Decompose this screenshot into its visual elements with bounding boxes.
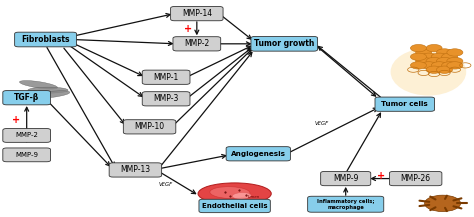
Circle shape (437, 66, 453, 73)
Text: MMP-9: MMP-9 (333, 174, 358, 183)
Text: Fibroblasts: Fibroblasts (21, 35, 70, 44)
Text: TGF-β: TGF-β (14, 93, 39, 102)
FancyBboxPatch shape (142, 70, 190, 84)
Circle shape (437, 49, 453, 56)
Ellipse shape (210, 187, 250, 199)
Circle shape (426, 66, 442, 73)
Text: lumen: lumen (247, 195, 260, 199)
Circle shape (421, 53, 437, 60)
FancyBboxPatch shape (142, 92, 190, 106)
Text: MMP-26: MMP-26 (401, 174, 431, 183)
Circle shape (431, 62, 447, 69)
FancyBboxPatch shape (109, 163, 162, 177)
Text: MMP-10: MMP-10 (135, 122, 164, 131)
Text: MMP-14: MMP-14 (182, 9, 212, 18)
FancyBboxPatch shape (226, 147, 291, 161)
FancyBboxPatch shape (3, 148, 51, 162)
Text: Angiogenesis: Angiogenesis (231, 151, 286, 157)
Text: MMP-3: MMP-3 (154, 94, 179, 103)
Circle shape (447, 62, 463, 69)
Ellipse shape (198, 183, 271, 204)
Circle shape (437, 58, 453, 65)
FancyBboxPatch shape (173, 37, 221, 51)
Text: Inflammatory cells;
macrophage: Inflammatory cells; macrophage (317, 199, 374, 210)
Circle shape (426, 44, 442, 52)
FancyBboxPatch shape (171, 7, 223, 21)
FancyBboxPatch shape (15, 32, 76, 47)
Circle shape (425, 195, 461, 212)
Ellipse shape (391, 48, 466, 95)
Text: MMP-9: MMP-9 (15, 152, 38, 158)
Text: MMP-2: MMP-2 (184, 39, 210, 48)
Circle shape (442, 62, 458, 69)
Circle shape (410, 44, 427, 52)
Circle shape (421, 62, 437, 69)
Text: MMP-13: MMP-13 (120, 165, 150, 174)
Circle shape (431, 53, 447, 60)
FancyBboxPatch shape (251, 36, 318, 51)
Ellipse shape (232, 192, 251, 199)
Circle shape (442, 53, 458, 60)
Circle shape (416, 49, 432, 56)
FancyBboxPatch shape (375, 97, 435, 111)
Text: VEGF: VEGF (315, 121, 329, 126)
Text: MMP-1: MMP-1 (154, 73, 179, 82)
Ellipse shape (28, 87, 68, 93)
FancyBboxPatch shape (390, 171, 442, 186)
Text: Tumor growth: Tumor growth (254, 39, 314, 48)
Text: +: + (12, 115, 20, 125)
Circle shape (426, 58, 442, 65)
FancyBboxPatch shape (320, 171, 371, 186)
FancyBboxPatch shape (308, 196, 384, 212)
FancyBboxPatch shape (3, 91, 51, 105)
Circle shape (410, 62, 427, 69)
Ellipse shape (31, 91, 70, 98)
Text: +: + (184, 24, 192, 34)
Text: MMP-2: MMP-2 (15, 132, 38, 138)
Circle shape (447, 49, 463, 56)
Circle shape (416, 58, 432, 65)
Circle shape (447, 58, 463, 65)
Text: Tumor cells: Tumor cells (382, 101, 428, 107)
Text: VEGF: VEGF (159, 182, 173, 187)
Circle shape (410, 53, 427, 60)
FancyBboxPatch shape (199, 199, 270, 213)
Text: Endothelial cells: Endothelial cells (202, 203, 267, 209)
Text: +: + (377, 171, 385, 181)
FancyBboxPatch shape (123, 120, 176, 134)
Ellipse shape (19, 81, 57, 89)
FancyBboxPatch shape (3, 128, 51, 142)
